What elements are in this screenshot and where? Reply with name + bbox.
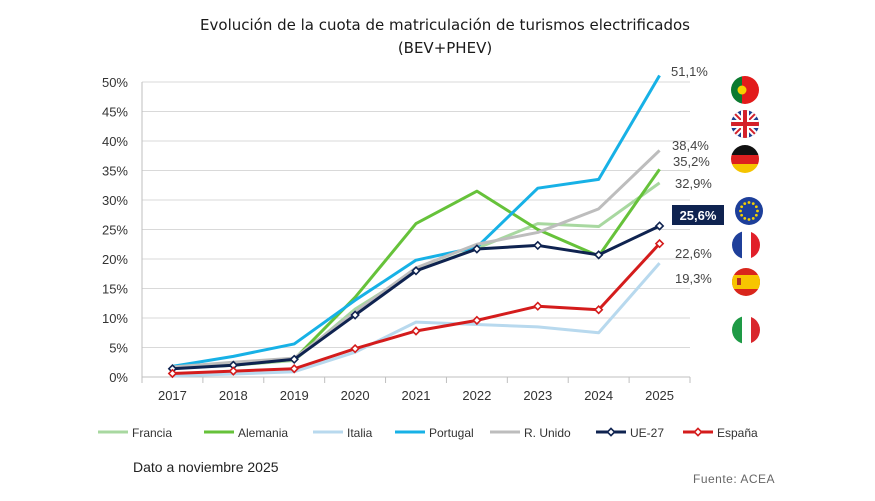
end-value-label: 35,2% [673,154,710,169]
y-tick-label: 10% [102,311,128,326]
end-value-labels: 32,9% 35,2% 19,3% 51,1% 38,4% 25,6% 22,6% [671,64,724,286]
eu-star [756,209,759,213]
x-axis-ticks: 2017 2018 2019 2020 2021 2022 2023 2024 2025 [158,388,674,403]
data-point [411,266,421,276]
series-espa-a [167,238,665,379]
end-value-label: 25,6% [680,208,717,223]
x-tick-label: 2022 [462,388,491,403]
legend-marker [606,427,616,437]
x-tick-label: 2019 [280,388,309,403]
y-tick-label: 15% [102,282,128,297]
legend-label: Alemania [238,426,288,440]
eu-star [740,205,744,209]
x-tick-label: 2017 [158,388,187,403]
eu-star [751,216,755,220]
chart-subtitle: (BEV+PHEV) [398,39,492,57]
legend-item: R. Unido [490,426,571,440]
eu-star [743,202,747,206]
y-tick-label: 20% [102,252,128,267]
data-point [593,250,604,260]
eu-star [751,202,755,206]
eu-star [747,218,751,221]
end-value-label: 19,3% [675,271,712,286]
legend-item: Italia [313,426,373,440]
uk-flag-icon [731,110,759,138]
series-italia [172,262,661,378]
y-axis-ticks: 0% 5% 10% 15% 20% 25% 30% 35% 40% 45% 50% [102,75,128,385]
series-lines [167,74,665,379]
legend-item: España [683,426,758,440]
x-tick-label: 2020 [341,388,370,403]
legend-marker [693,427,703,437]
x-tick-label: 2023 [523,388,552,403]
end-value-label: 38,4% [672,138,709,153]
y-tick-label: 30% [102,193,128,208]
data-point [289,364,299,374]
source-label: Fuente: ACEA [693,472,776,486]
gridlines [141,81,691,383]
y-tick-label: 45% [102,105,128,120]
france-flag-icon [732,231,760,259]
data-point [411,326,421,336]
eu-flag-icon [735,197,763,225]
eu-star [743,216,747,220]
legend-item: Francia [98,426,172,440]
legend: Francia Alemania Italia Portugal R. Unido UE-… [98,426,758,440]
x-tick-label: 2018 [219,388,248,403]
data-point [350,310,360,320]
data-point [472,315,482,326]
eu-star [747,201,751,204]
end-value-label: 22,6% [675,246,712,261]
data-point [228,366,239,376]
x-tick-label: 2021 [402,388,431,403]
x-tick-label: 2024 [584,388,613,403]
y-tick-label: 40% [102,134,128,149]
legend-item: Alemania [204,426,288,440]
data-point [533,240,543,251]
flags-column [731,76,763,344]
legend-label: R. Unido [524,426,571,440]
eu-star [739,209,742,213]
legend-label: UE-27 [630,426,664,440]
series-ue-27 [167,221,665,374]
x-tick-label: 2025 [645,388,674,403]
legend-label: España [717,426,758,440]
legend-item: Portugal [395,426,474,440]
spain-flag-icon [732,268,760,296]
data-point [654,238,665,249]
data-point [350,343,360,354]
y-tick-label: 0% [109,370,128,385]
eu-star [754,213,758,217]
data-point [533,301,543,311]
series-line [172,262,661,378]
data-note: Dato a noviembre 2025 [133,459,279,475]
data-point [654,221,665,231]
eu-star [754,205,758,209]
data-point [167,368,178,379]
legend-item: UE-27 [596,426,664,440]
end-value-label: 32,9% [675,176,712,191]
y-tick-label: 35% [102,164,128,179]
y-tick-label: 5% [109,341,128,356]
portugal-flag-icon [731,76,759,104]
eu-star [740,213,744,217]
data-point [593,305,604,315]
data-point [289,354,299,365]
legend-label: Francia [132,426,172,440]
end-value-label: 51,1% [671,64,708,79]
highlight-label-box [672,205,724,225]
chart-title: Evolución de la cuota de matriculación d… [200,16,690,34]
y-tick-label: 25% [102,223,128,238]
germany-flag-icon [731,145,759,173]
legend-label: Italia [347,426,373,440]
italy-flag-icon [732,316,760,344]
legend-label: Portugal [429,426,474,440]
data-point [472,244,482,254]
y-tick-label: 50% [102,75,128,90]
